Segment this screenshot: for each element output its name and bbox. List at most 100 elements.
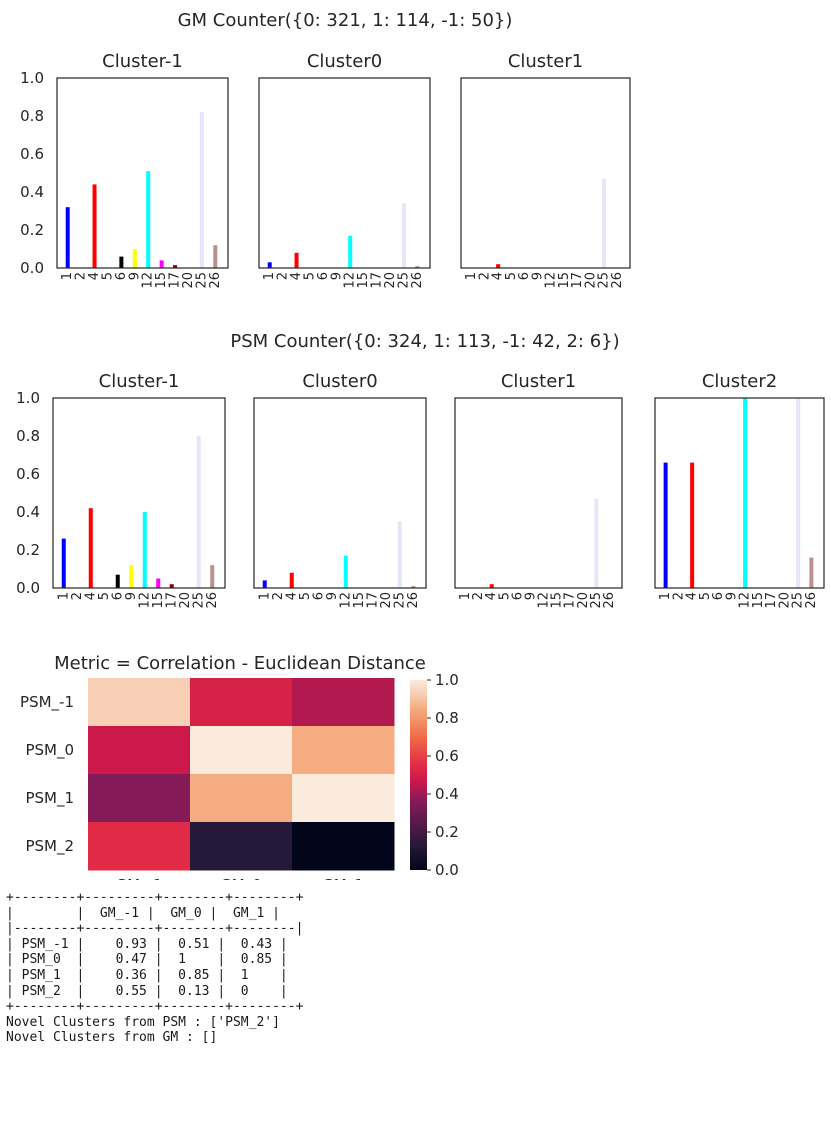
y-tick-label: 0.2 (20, 221, 44, 239)
x-tick-label: 6 (711, 592, 726, 600)
heatmap-row-label: PSM_2 (25, 837, 74, 856)
x-tick-label: 12 (141, 272, 156, 289)
heatmap-cell (88, 822, 191, 871)
bar (65, 207, 70, 268)
x-tick-label: 1 (56, 592, 71, 600)
colorbar-tick-label: 0.4 (435, 785, 459, 803)
bar (289, 572, 294, 588)
x-tick-label: 2 (74, 272, 89, 280)
x-tick-label: 6 (510, 592, 525, 600)
console-output: +--------+---------+--------+--------+ |… (6, 890, 303, 1046)
bar (743, 398, 748, 588)
panel-title: Cluster2 (702, 371, 777, 392)
x-tick-label: 6 (311, 592, 326, 600)
x-tick-label: 12 (537, 592, 552, 609)
heatmap: Metric = Correlation - Euclidean Distanc… (20, 653, 459, 880)
x-tick-label: 1 (658, 592, 673, 600)
bar (294, 252, 299, 268)
x-tick-label: 15 (352, 592, 367, 609)
heatmap-col-label: GM_0 (220, 876, 262, 880)
x-tick-label: 17 (764, 592, 779, 609)
panel-title: Cluster1 (501, 371, 576, 392)
heatmap-cell (88, 774, 191, 823)
table-line: | PSM_0 | 0.47 | 1 | 0.85 | (6, 952, 288, 968)
bar (156, 578, 161, 588)
x-tick-label: 4 (685, 592, 700, 600)
bar (159, 260, 164, 268)
axes-frame (52, 397, 226, 589)
bar (262, 580, 267, 588)
x-tick-label: 25 (392, 592, 407, 609)
bar (489, 584, 494, 588)
x-tick-label: 17 (164, 592, 179, 609)
x-tick-label: 4 (83, 592, 98, 600)
bar (397, 521, 402, 588)
axes-frame (56, 77, 229, 269)
table-line: | PSM_1 | 0.36 | 0.85 | 1 | (6, 967, 288, 983)
heatmap-col-label: GM_1 (322, 876, 364, 880)
bar (119, 256, 124, 268)
bar (213, 245, 218, 268)
x-tick-label: 9 (530, 272, 545, 280)
bar (61, 538, 66, 588)
panel-title: Cluster1 (508, 51, 583, 72)
bar (348, 235, 353, 268)
x-tick-label: 4 (491, 272, 506, 280)
x-tick-label: 5 (100, 272, 115, 280)
x-tick-label: 15 (151, 592, 166, 609)
bar (196, 436, 201, 588)
panel-title: Cluster-1 (102, 51, 183, 72)
heatmap-cell (292, 774, 395, 823)
x-tick-label: 25 (396, 272, 411, 289)
bar (267, 262, 272, 268)
x-tick-label: 20 (178, 592, 193, 609)
heatmap-title: Metric = Correlation - Euclidean Distanc… (54, 653, 426, 674)
x-tick-label: 1 (458, 592, 473, 600)
bar (146, 171, 151, 268)
bar (690, 462, 695, 588)
x-tick-label: 25 (194, 272, 209, 289)
x-tick-label: 26 (610, 272, 625, 289)
bar (796, 398, 801, 588)
bar-panel-2-1: Cluster-11245691215172025260.00.20.40.60… (16, 371, 226, 609)
axes-frame (253, 397, 427, 589)
bar (411, 586, 416, 588)
axes-frame (460, 77, 631, 269)
x-tick-label: 15 (751, 592, 766, 609)
heatmap-cell (190, 822, 293, 871)
heatmap-cell (292, 726, 395, 775)
panel-title: Cluster0 (307, 51, 382, 72)
x-tick-label: 26 (602, 592, 617, 609)
x-tick-label: 2 (276, 272, 291, 280)
heatmap-cell (190, 774, 293, 823)
bar (401, 203, 406, 268)
x-tick-label: 1 (257, 592, 272, 600)
x-tick-label: 20 (583, 272, 598, 289)
panel-title: Cluster0 (302, 371, 377, 392)
bar (173, 265, 178, 268)
x-tick-label: 2 (477, 272, 492, 280)
x-tick-label: 5 (497, 592, 512, 600)
x-tick-label: 26 (406, 592, 421, 609)
x-tick-label: 12 (738, 592, 753, 609)
bar (602, 178, 607, 268)
heatmap-row-label: PSM_-1 (20, 693, 74, 712)
x-tick-label: 15 (557, 272, 572, 289)
x-tick-label: 15 (356, 272, 371, 289)
x-tick-label: 5 (298, 592, 313, 600)
axes-frame (454, 397, 623, 589)
x-tick-label: 6 (110, 592, 125, 600)
x-tick-label: 4 (484, 592, 499, 600)
bar (809, 557, 814, 588)
table-line: | PSM_2 | 0.55 | 0.13 | 0 | (6, 983, 288, 999)
x-tick-label: 25 (597, 272, 612, 289)
y-tick-label: 0.6 (20, 145, 44, 163)
x-tick-label: 15 (154, 272, 169, 289)
bar (415, 266, 420, 268)
axes-frame (654, 397, 825, 589)
